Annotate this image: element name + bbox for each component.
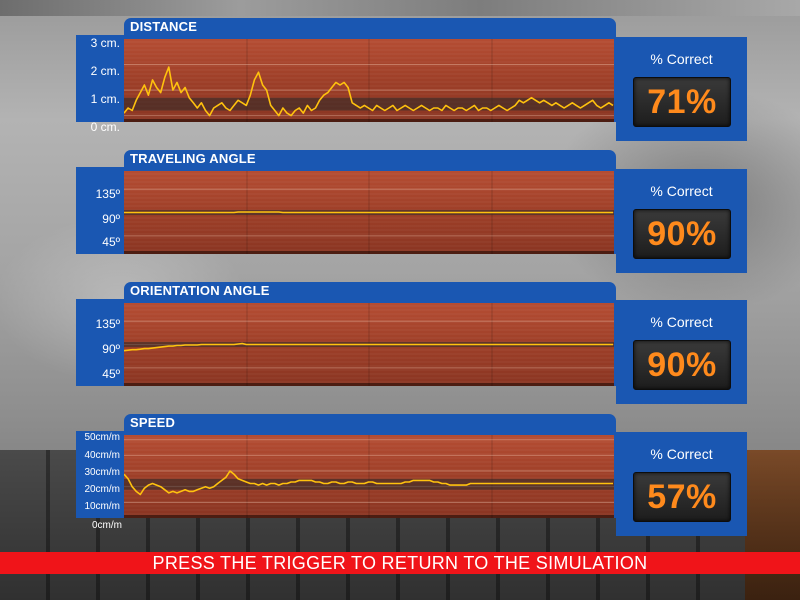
panel-title: DISTANCE [124,18,616,35]
orientation-angle-score-card: % Correct 90% [616,300,747,404]
y-axis: 3 cm. 2 cm. 1 cm. 0 cm. [76,35,124,134]
plot-background [124,435,614,518]
chart-svg [124,171,614,254]
panel-body: 135º 90º 45º [76,167,616,254]
y-tick-label: 90º [102,212,120,226]
y-tick-label: 45º [102,235,120,249]
panel-body: 50cm/m 40cm/m 30cm/m 20cm/m 10cm/m [76,431,616,518]
y-tick-label: 2 cm. [90,64,120,78]
traveling-angle-plot [124,171,614,254]
orientation-angle-panel: ORIENTATION ANGLE 135º 90º 45º [76,282,616,386]
panel-title: TRAVELING ANGLE [124,150,616,167]
plot-bottom-edge [124,515,614,518]
y-tick-label: 0 cm. [90,120,120,134]
y-axis: 135º 90º 45º [76,299,124,386]
score-title: % Correct [650,51,713,67]
y-tick-label: 135º [95,317,120,331]
trace-line [124,66,614,117]
background-floor-panel [745,450,800,600]
plot-bottom-edge [124,119,614,122]
y-tick-label: 20cm/m [84,484,120,495]
y-tick-label: 0cm/m [92,520,122,531]
target-band [124,478,614,490]
distance-plot [124,39,614,122]
trace-line [124,211,613,214]
speed-plot [124,435,614,518]
y-tick-label: 30cm/m [84,467,120,478]
chart-svg [124,435,614,518]
trace-line [124,342,613,352]
score-value: 57% [647,478,717,516]
score-value: 71% [647,83,717,121]
panel-title: SPEED [124,414,616,431]
score-title: % Correct [650,446,713,462]
score-box: 57% [633,472,731,522]
y-axis: 135º 90º 45º [76,167,124,254]
background-top-strip [0,0,800,16]
y-tick-label: 50cm/m [84,432,120,443]
y-tick-label: 3 cm. [90,36,120,50]
panel-body: 3 cm. 2 cm. 1 cm. 0 cm. [76,35,616,134]
traveling-angle-panel: TRAVELING ANGLE 135º 90º 45º [76,150,616,254]
trace-line [124,470,613,496]
speed-score-card: % Correct 57% [616,432,747,536]
return-to-simulation-banner[interactable]: PRESS THE TRIGGER TO RETURN TO THE SIMUL… [0,552,800,574]
target-band [124,97,614,111]
panel-body: 135º 90º 45º [76,299,616,386]
orientation-angle-plot [124,303,614,386]
score-value: 90% [647,346,717,384]
y-tick-label: 1 cm. [90,92,120,106]
plot-bottom-edge [124,251,614,254]
chart-svg [124,39,614,122]
y-tick-label: 45º [102,367,120,381]
y-tick-label: 10cm/m [84,501,120,512]
score-box: 71% [633,77,731,127]
speed-panel: SPEED 50cm/m 40cm/m 30cm/m 20cm/m 10cm/m [76,414,616,518]
plot-bottom-edge [124,383,614,386]
score-title: % Correct [650,183,713,199]
y-tick-label: 90º [102,342,120,356]
score-box: 90% [633,209,731,259]
y-tick-label: 135º [95,187,120,201]
distance-panel: DISTANCE 3 cm. 2 cm. 1 cm. 0 cm. [76,18,616,134]
traveling-angle-score-card: % Correct 90% [616,169,747,273]
score-value: 90% [647,215,717,253]
chart-svg [124,303,614,386]
score-box: 90% [633,340,731,390]
distance-score-card: % Correct 71% [616,37,747,141]
y-axis: 50cm/m 40cm/m 30cm/m 20cm/m 10cm/m [76,431,124,518]
y-tick-label: 40cm/m [84,450,120,461]
score-title: % Correct [650,314,713,330]
panel-title: ORIENTATION ANGLE [124,282,616,299]
